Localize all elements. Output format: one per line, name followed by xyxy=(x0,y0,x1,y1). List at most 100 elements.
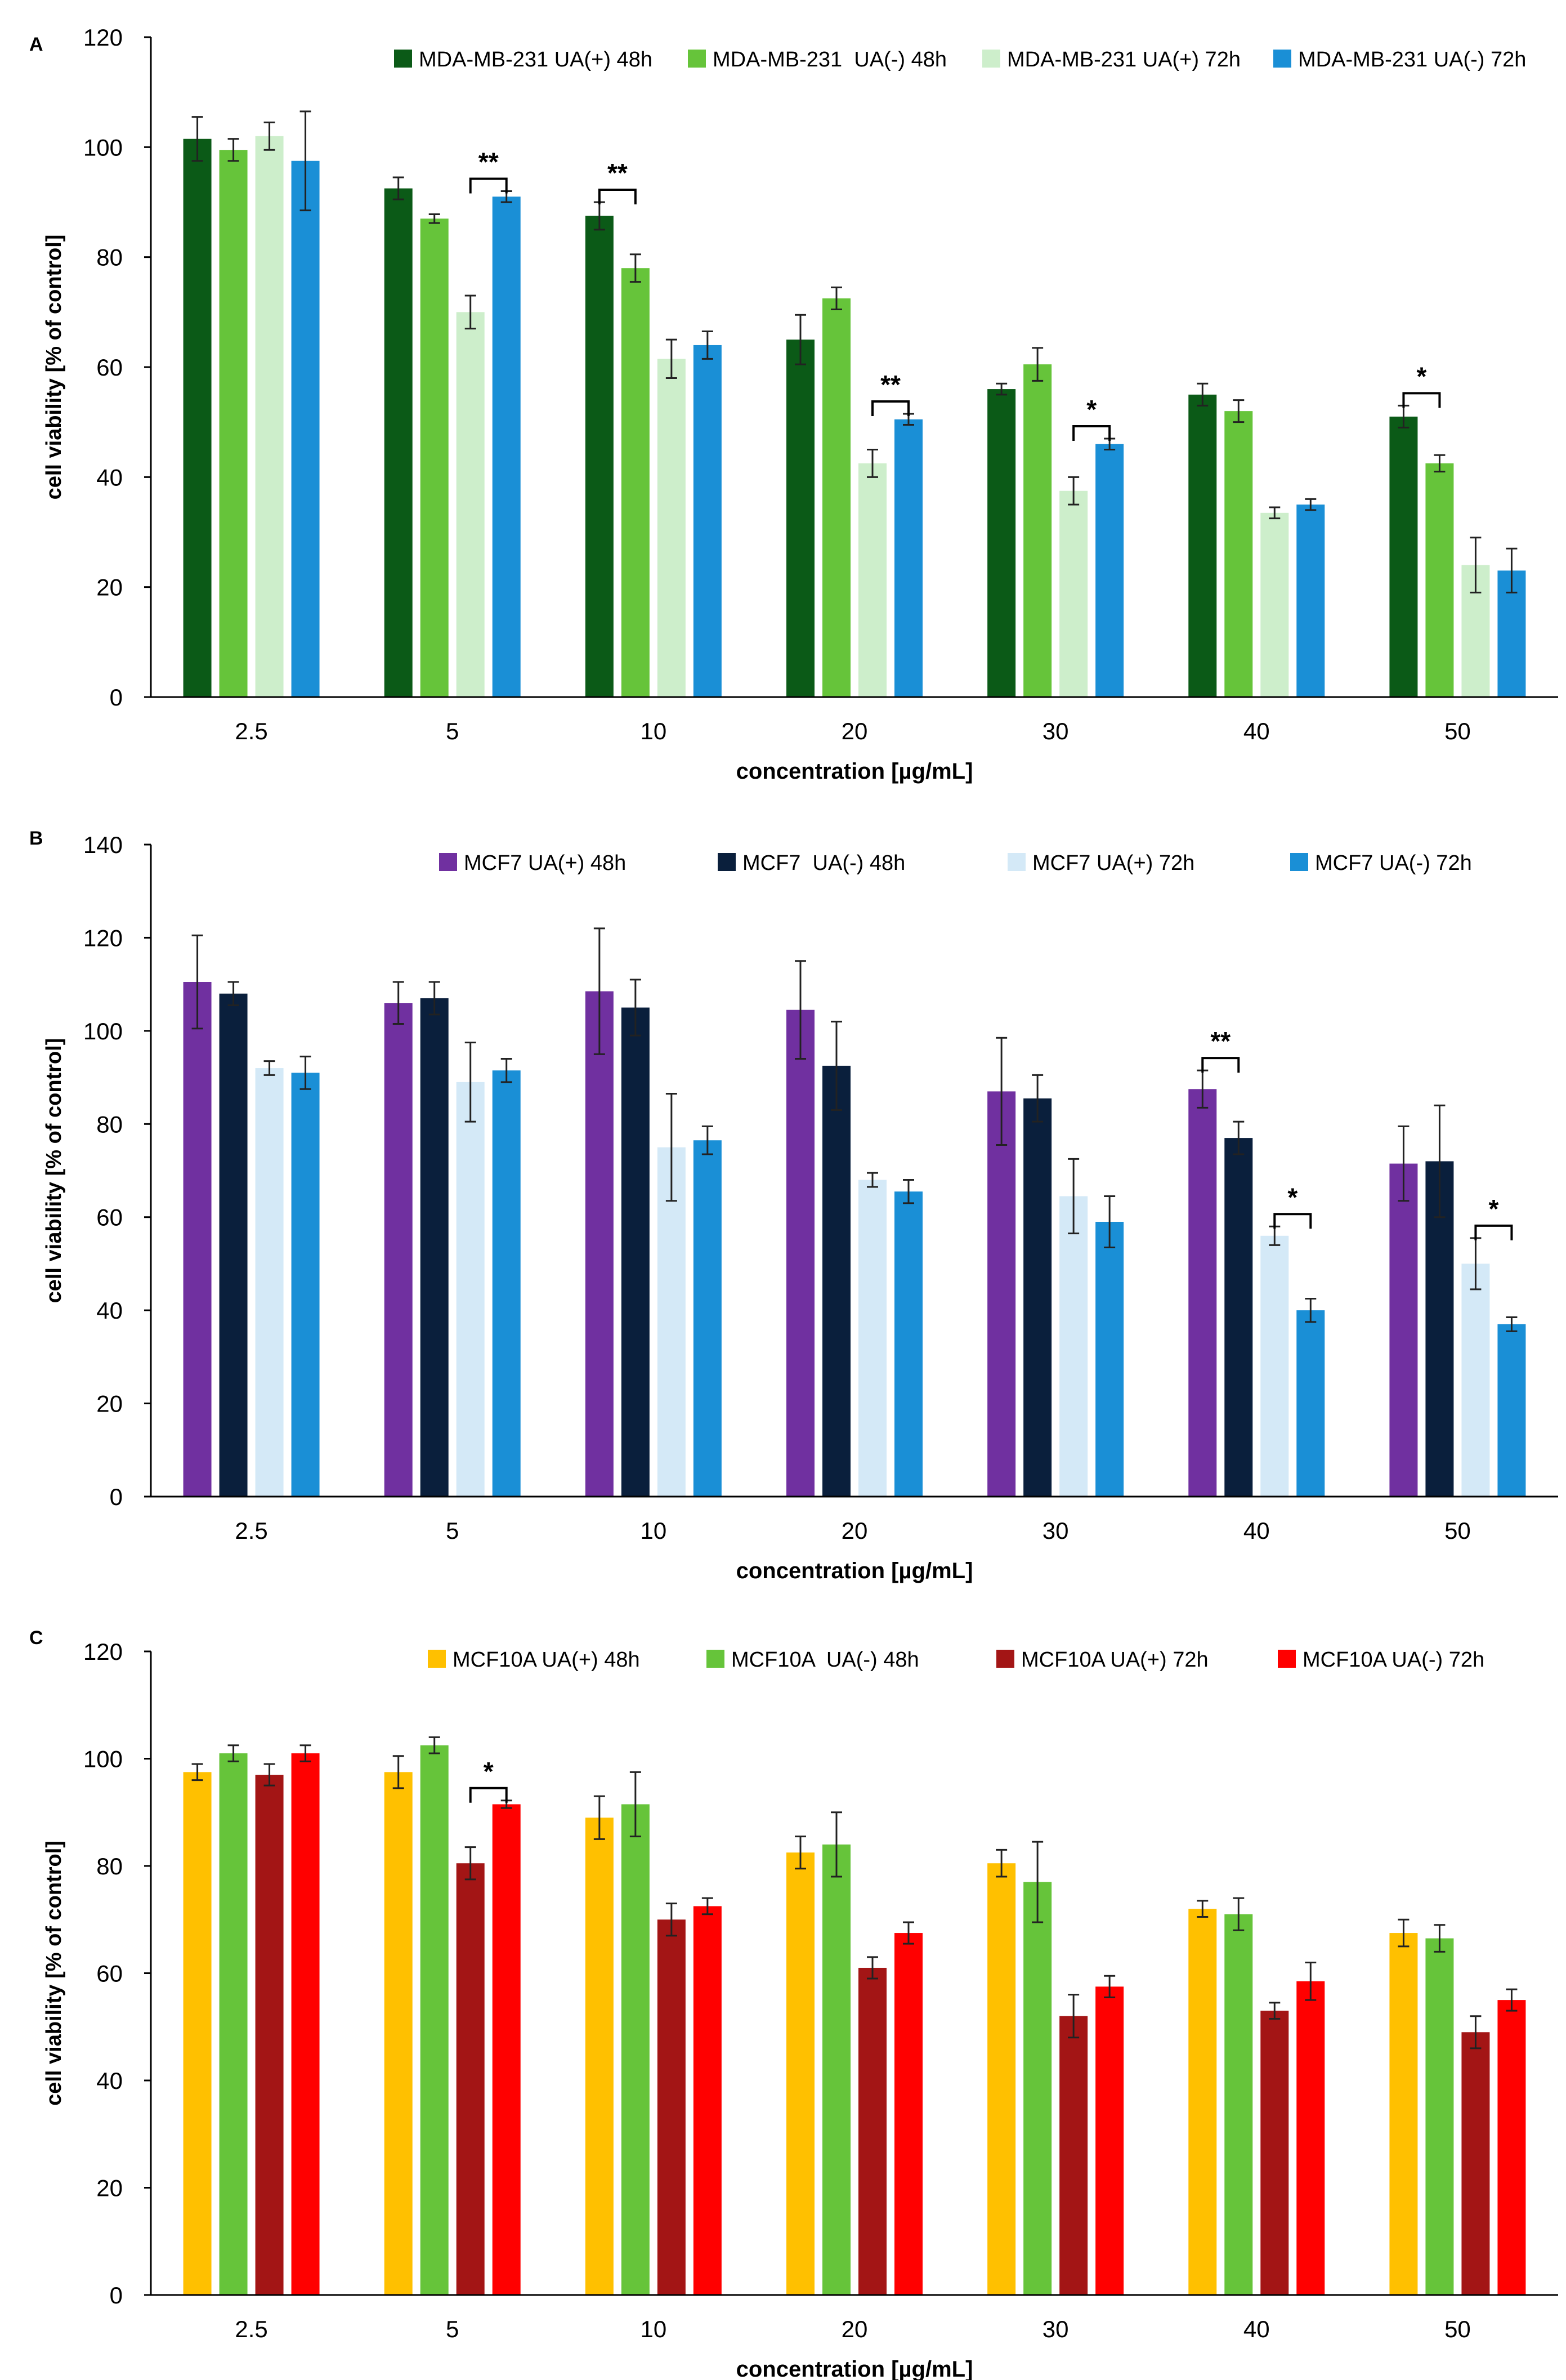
bar xyxy=(657,359,686,697)
significance-label: ** xyxy=(478,147,499,176)
bar xyxy=(384,188,413,697)
bar xyxy=(987,389,1016,697)
bar xyxy=(894,1933,923,2295)
bar xyxy=(1497,2000,1526,2295)
x-tick-label: 50 xyxy=(1444,2316,1471,2342)
y-tick-label: 40 xyxy=(96,2068,123,2094)
legend-swatch xyxy=(439,853,457,871)
bar xyxy=(987,1863,1016,2295)
bar xyxy=(1023,1098,1052,1497)
y-tick-label: 60 xyxy=(96,1204,123,1231)
bar xyxy=(219,993,248,1497)
bar xyxy=(219,1753,248,2295)
significance-bracket xyxy=(1402,392,1441,408)
bar xyxy=(291,1753,320,2295)
x-tick-label: 20 xyxy=(842,1517,868,1544)
significance-label: * xyxy=(484,1757,494,1786)
bar xyxy=(1023,1882,1052,2295)
legend-swatch xyxy=(1273,50,1291,68)
bar xyxy=(693,1140,722,1497)
bar xyxy=(1188,1089,1217,1497)
y-tick-label: 40 xyxy=(96,464,123,490)
bar xyxy=(786,340,815,697)
bar xyxy=(255,1775,284,2295)
legend-swatch xyxy=(706,1650,724,1668)
y-tick-label: 40 xyxy=(96,1297,123,1324)
bar xyxy=(585,1818,614,2295)
bar xyxy=(1023,364,1052,697)
y-tick-label: 20 xyxy=(96,2175,123,2202)
chart-panel-b: B 0 20 40 60 80 100 120 140 cell viability [% of … xyxy=(29,828,1558,1583)
bar xyxy=(621,268,650,697)
y-tick-label: 120 xyxy=(83,925,123,951)
bar xyxy=(1389,416,1418,697)
legend-label: MCF7 UA(-) 48h xyxy=(742,851,905,875)
legend-swatch xyxy=(996,1650,1014,1668)
bar xyxy=(1095,1986,1124,2295)
y-tick-label: 0 xyxy=(110,2282,123,2308)
bar xyxy=(420,998,449,1497)
legend-swatch xyxy=(718,853,736,871)
y-tick-label: 80 xyxy=(96,1111,123,1137)
bar xyxy=(219,150,248,697)
legend-swatch xyxy=(688,50,706,68)
x-tick-label: 5 xyxy=(446,718,459,744)
legend-label: MDA-MB-231 UA(+) 72h xyxy=(1007,48,1241,72)
bar xyxy=(657,1919,686,2295)
y-tick-label: 60 xyxy=(96,1961,123,1987)
significance-label: * xyxy=(1086,395,1097,424)
bar xyxy=(1059,490,1088,697)
x-tick-label: 5 xyxy=(446,1517,459,1544)
bar xyxy=(492,197,521,697)
x-tick-label: 20 xyxy=(842,718,868,744)
legend-swatch xyxy=(394,50,412,68)
x-tick-label: 30 xyxy=(1042,1517,1069,1544)
chart-panel-c: C 0 20 40 60 80 100 120 cell viability [% of con… xyxy=(29,1627,1558,2380)
panel-label: C xyxy=(29,1627,43,1649)
bar xyxy=(1224,1914,1253,2295)
x-tick-label: 50 xyxy=(1444,1517,1471,1544)
bar xyxy=(1260,1235,1289,1497)
legend-label: MDA-MB-231 UA(-) 72h xyxy=(1298,48,1526,72)
bar xyxy=(1224,1138,1253,1497)
bar xyxy=(822,1065,851,1497)
y-tick-label: 0 xyxy=(110,684,123,711)
y-tick-label: 20 xyxy=(96,574,123,601)
x-tick-label: 40 xyxy=(1243,2316,1270,2342)
y-axis-title: cell viability [% of control] xyxy=(42,1038,66,1303)
bar xyxy=(1260,2011,1289,2295)
bar xyxy=(1389,1163,1418,1497)
bar xyxy=(183,139,212,697)
legend-label: MCF7 UA(+) 48h xyxy=(464,851,626,875)
legend-label: MCF7 UA(+) 72h xyxy=(1032,851,1194,875)
y-tick-label: 80 xyxy=(96,1853,123,1879)
bar xyxy=(585,216,614,698)
chart-panel-a: A 0 20 40 60 80 100 120 cell viability [% of con… xyxy=(29,24,1558,784)
bar xyxy=(1188,394,1217,697)
bar xyxy=(858,463,887,697)
legend-swatch xyxy=(982,50,1000,68)
legend: MCF10A UA(+) 48h MCF10A UA(-) 48h MCF10A U… xyxy=(428,1648,1484,1672)
bar xyxy=(822,298,851,697)
bar xyxy=(1095,444,1124,697)
bar xyxy=(786,1010,815,1497)
significance-bracket xyxy=(871,400,910,417)
y-axis-title: cell viability [% of control] xyxy=(42,1841,66,2106)
bar xyxy=(1260,512,1289,697)
bar xyxy=(786,1852,815,2295)
legend: MCF7 UA(+) 48h MCF7 UA(-) 48h MCF7 UA(+) 7… xyxy=(439,851,1472,875)
panel-label: A xyxy=(29,34,43,55)
legend-label: MCF10A UA(-) 48h xyxy=(731,1648,919,1672)
legend-swatch xyxy=(1290,853,1308,871)
bar xyxy=(384,1003,413,1497)
x-tick-label: 10 xyxy=(640,718,666,744)
bar xyxy=(1224,411,1253,697)
x-tick-label: 20 xyxy=(842,2316,868,2342)
bar xyxy=(693,345,722,697)
bar xyxy=(1425,1938,1454,2295)
y-tick-label: 80 xyxy=(96,244,123,271)
bar xyxy=(1497,1324,1526,1497)
bar xyxy=(1389,1933,1418,2295)
y-tick-label: 100 xyxy=(83,1746,123,1772)
bar xyxy=(657,1147,686,1497)
